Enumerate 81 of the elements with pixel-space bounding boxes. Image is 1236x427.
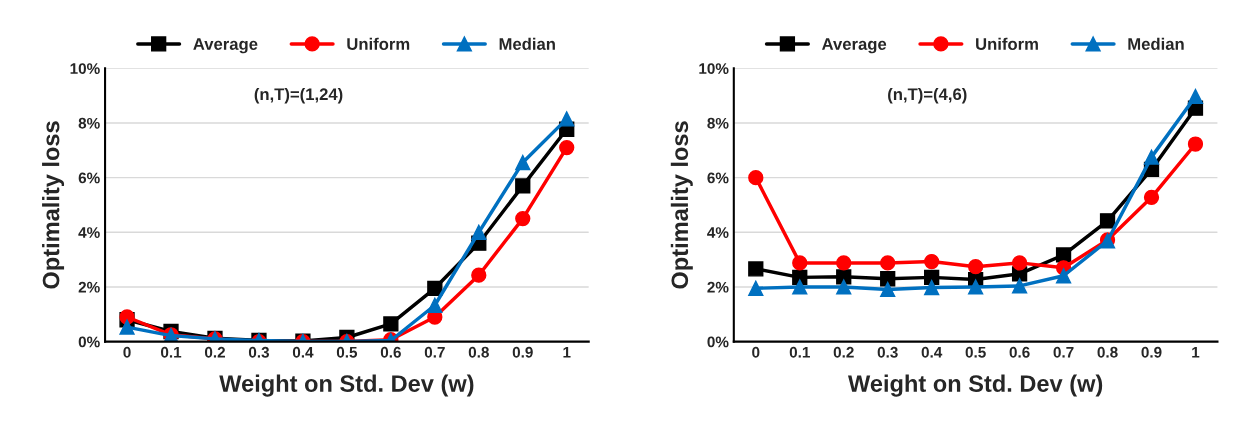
x-tick-label: 0.6 [1009,346,1030,358]
x-tick-label: 0.5 [336,346,358,358]
point [924,253,940,270]
y-axis-title: Optimality loss [670,121,693,289]
x-tick-label: 0.1 [789,346,810,358]
legend-label: Median [1128,37,1184,50]
annotation: (n,T)=(4,6) [888,87,967,104]
point [836,255,852,271]
x-tick-label: 0.9 [1141,346,1162,358]
point [792,255,808,271]
x-tick-label: 0.4 [292,346,314,358]
point [427,297,443,313]
point [427,280,443,296]
y-tick-label: 10% [70,63,100,75]
x-axis-title: Weight on Std. Dev (w) [847,374,1103,397]
y-tick-label: 2% [707,281,729,293]
x-tick-label: 0.9 [512,346,533,358]
legend-label: Uniform [976,37,1038,50]
y-tick-label: 10% [699,63,729,75]
point [748,169,764,186]
point [1099,213,1116,229]
point [471,267,487,283]
point [748,261,764,277]
point [836,279,852,295]
point [880,271,896,287]
point [559,111,575,127]
point [515,178,531,194]
annotation: (n,T)=(1,24) [254,87,343,104]
point [119,319,135,335]
point [559,139,575,156]
point [515,154,531,171]
y-tick-label: 2% [78,281,100,293]
x-tick-label: 0.4 [921,346,943,358]
point [924,269,940,286]
y-tick-label: 0% [707,336,729,348]
x-tick-label: 0.5 [965,346,986,358]
x-tick-label: 0.3 [248,346,270,358]
point [1187,136,1204,152]
x-tick-label: 0 [752,346,760,358]
point [1187,88,1204,105]
point [1011,278,1028,294]
x-tick-label: 0.2 [833,346,854,358]
x-tick-label: 0 [123,346,131,358]
point [515,210,531,227]
point [967,279,984,295]
point [1055,247,1072,263]
point [967,259,984,275]
x-tick-label: 0.8 [468,346,489,358]
y-tick-label: 4% [78,227,100,238]
legend-label: Average [193,38,258,54]
x-tick-label: 0.7 [424,346,445,358]
x-tick-label: 0.8 [1097,346,1118,358]
point [471,224,487,240]
legend-label: Median [499,37,555,50]
x-axis-title: Weight on Std. Dev (w) [219,374,474,397]
y-tick-label: 4% [707,227,729,238]
y-tick-label: 8% [78,117,100,129]
point [1055,268,1072,284]
y-tick-label: 6% [707,172,729,184]
y-tick-label: 6% [78,172,100,184]
x-tick-label: 0.2 [204,346,225,358]
point [880,281,896,298]
point [1143,189,1160,205]
x-tick-label: 1 [563,347,571,358]
y-tick-label: 0% [78,336,100,348]
x-tick-label: 0.3 [877,346,898,358]
y-tick-label: 8% [707,117,729,129]
point [880,255,896,271]
point [1011,255,1028,271]
legend-label: Uniform [347,37,410,50]
x-tick-label: 0.6 [380,346,401,358]
x-tick-label: 0.1 [161,346,182,358]
legend-label: Average [821,38,887,54]
x-tick-label: 1 [1192,347,1200,358]
x-tick-label: 0.7 [1053,346,1074,358]
point [748,280,764,296]
point [1143,149,1160,165]
point [792,279,808,295]
point [924,279,940,296]
y-axis-title: Optimality loss [42,121,65,289]
point [383,316,399,332]
